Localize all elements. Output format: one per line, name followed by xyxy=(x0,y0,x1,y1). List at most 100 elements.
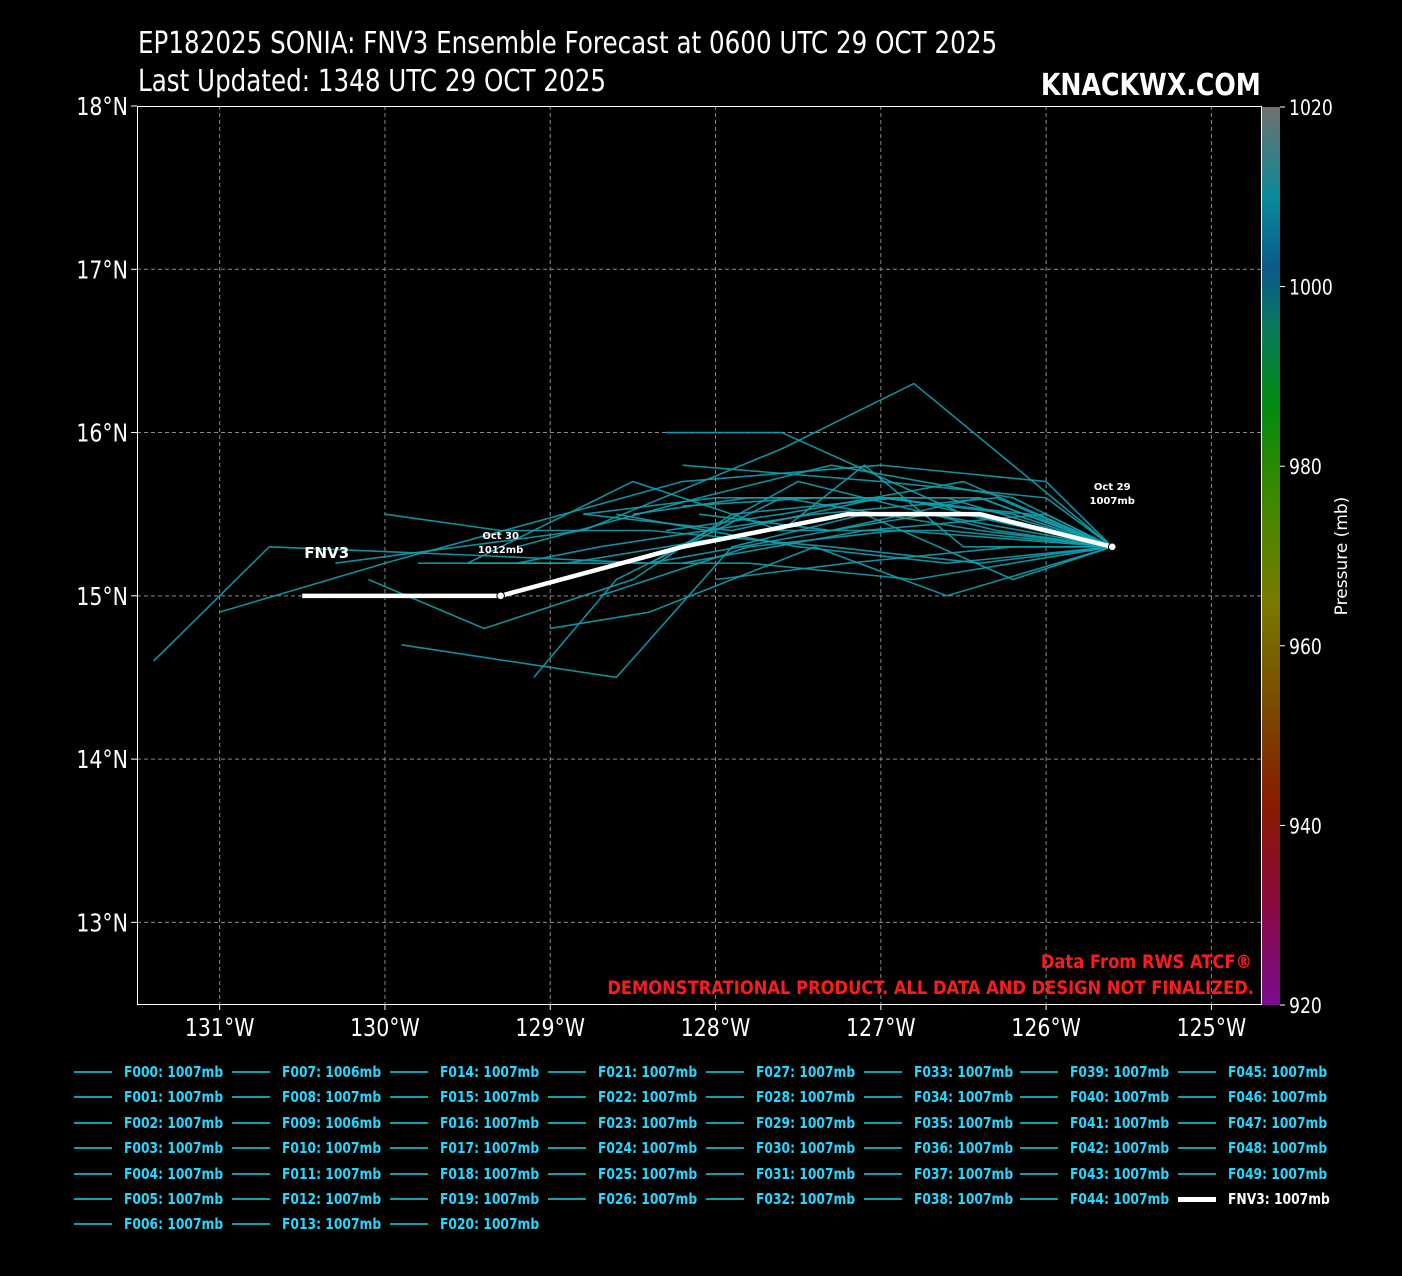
legend-item: F039: 1007mb xyxy=(1020,1060,1191,1084)
legend-item: F010: 1007mb xyxy=(232,1136,403,1160)
legend-item: F034: 1007mb xyxy=(864,1085,1035,1109)
marker-pressure-label: 1012mb xyxy=(478,545,523,556)
legend-swatch xyxy=(74,1147,112,1150)
legend-label: F030: 1007mb xyxy=(756,1139,856,1158)
legend-swatch xyxy=(706,1198,744,1200)
legend-item: F047: 1007mb xyxy=(1178,1111,1349,1135)
legend-swatch xyxy=(706,1121,744,1124)
legend-swatch xyxy=(1178,1196,1216,1202)
legend-label: F035: 1007mb xyxy=(914,1113,1014,1132)
legend-item: F018: 1007mb xyxy=(390,1162,561,1186)
ensemble-track-line xyxy=(335,382,1113,564)
legend-item: F008: 1007mb xyxy=(232,1085,403,1109)
legend-swatch xyxy=(232,1121,270,1124)
legend-swatch xyxy=(548,1147,586,1150)
legend-swatch xyxy=(74,1223,112,1226)
legend-label: F015: 1007mb xyxy=(440,1088,540,1107)
legend-item: F038: 1007mb xyxy=(864,1187,1035,1211)
legend-swatch xyxy=(390,1121,428,1124)
legend-item: F023: 1007mb xyxy=(548,1111,719,1135)
legend-label: F019: 1007mb xyxy=(440,1190,540,1208)
ensemble-track-line xyxy=(384,513,1113,564)
x-tick-label: 131°W xyxy=(185,1014,255,1042)
legend-label: F001: 1007mb xyxy=(124,1088,224,1107)
legend-swatch xyxy=(864,1172,902,1175)
legend-item: F022: 1007mb xyxy=(548,1085,719,1109)
legend-item: F035: 1007mb xyxy=(864,1111,1035,1135)
legend-label: F036: 1007mb xyxy=(914,1139,1014,1158)
legend-swatch xyxy=(232,1198,270,1200)
legend-label: F032: 1007mb xyxy=(756,1190,856,1208)
legend-item: F029: 1007mb xyxy=(706,1111,877,1135)
axis-ticks: 131°W 130°W 129°W 128°W 127°W 126°W 125°W 13°N 1… xyxy=(76,93,1246,1042)
legend-label: F012: 1007mb xyxy=(282,1190,382,1208)
plot-frame xyxy=(137,106,1262,1005)
legend-item: F007: 1006mb xyxy=(232,1060,403,1084)
legend-swatch xyxy=(74,1071,112,1073)
legend-label: F029: 1007mb xyxy=(756,1113,856,1132)
legend-item: F044: 1007mb xyxy=(1020,1187,1191,1211)
legend-item: F036: 1007mb xyxy=(864,1136,1035,1160)
legend-label: F041: 1007mb xyxy=(1070,1113,1170,1132)
legend-label: FNV3: 1007mb xyxy=(1228,1190,1330,1208)
legend-item: F001: 1007mb xyxy=(74,1085,245,1109)
y-tick-label: 13°N xyxy=(76,909,128,937)
legend-label: F042: 1007mb xyxy=(1070,1139,1170,1158)
legend-label: F005: 1007mb xyxy=(124,1190,224,1208)
legend-swatch xyxy=(390,1172,428,1175)
y-tick-label: 17°N xyxy=(76,256,128,284)
legend-item: F016: 1007mb xyxy=(390,1111,561,1135)
legend-label: F037: 1007mb xyxy=(914,1164,1014,1183)
legend-swatch xyxy=(706,1147,744,1150)
legend-item: F012: 1007mb xyxy=(232,1187,403,1211)
ensemble-track-line xyxy=(550,545,1113,630)
y-tick-label: 15°N xyxy=(76,583,128,611)
legend-swatch xyxy=(232,1096,270,1099)
legend-swatch xyxy=(548,1172,586,1175)
legend-swatch xyxy=(548,1096,586,1099)
legend-label: F031: 1007mb xyxy=(756,1164,856,1183)
x-tick-label: 127°W xyxy=(846,1014,916,1042)
y-tick-label: 18°N xyxy=(76,93,128,121)
legend-item: F030: 1007mb xyxy=(706,1136,877,1160)
legend-label: F038: 1007mb xyxy=(914,1190,1014,1208)
x-tick-label: 129°W xyxy=(515,1014,585,1042)
legend-label: F046: 1007mb xyxy=(1228,1088,1328,1107)
ensemble-track-line xyxy=(632,497,1113,548)
legend-swatch xyxy=(1020,1147,1058,1150)
x-tick-label: 130°W xyxy=(350,1014,420,1042)
legend-swatch xyxy=(1020,1121,1058,1124)
legend-item: F011: 1007mb xyxy=(232,1162,403,1186)
legend-label: F026: 1007mb xyxy=(598,1190,698,1208)
legend-item: F025: 1007mb xyxy=(548,1162,719,1186)
legend-item: F040: 1007mb xyxy=(1020,1085,1191,1109)
credit-disclaimer: DEMONSTRATIONAL PRODUCT. ALL DATA AND DE… xyxy=(607,978,1254,999)
legend-swatch xyxy=(864,1071,902,1073)
marker-date-label: Oct 29 xyxy=(1094,482,1131,493)
legend-label: F008: 1007mb xyxy=(282,1088,382,1107)
colorbar-tick-label: 940 xyxy=(1289,814,1322,839)
legend-label: F027: 1007mb xyxy=(756,1063,856,1081)
legend-label: F002: 1007mb xyxy=(124,1113,224,1132)
legend-swatch xyxy=(390,1147,428,1150)
colorbar-tick-label: 1020 xyxy=(1289,95,1333,120)
legend-label: F033: 1007mb xyxy=(914,1063,1014,1081)
legend-label: F018: 1007mb xyxy=(440,1164,540,1183)
legend-swatch xyxy=(706,1096,744,1099)
legend-item: F046: 1007mb xyxy=(1178,1085,1349,1109)
legend-label: F025: 1007mb xyxy=(598,1164,698,1183)
legend-label: F006: 1007mb xyxy=(124,1215,224,1234)
ensemble-track-line xyxy=(517,497,1113,564)
legend-swatch xyxy=(864,1198,902,1200)
legend-item: F042: 1007mb xyxy=(1020,1136,1191,1160)
y-tick-label: 14°N xyxy=(76,746,128,774)
legend-item: F014: 1007mb xyxy=(390,1060,561,1084)
legend-item: FNV3: 1007mb xyxy=(1178,1187,1352,1211)
legend-item: F002: 1007mb xyxy=(74,1111,245,1135)
ensemble-track-line xyxy=(682,513,1113,564)
marker-date-label: Oct 30 xyxy=(482,531,519,542)
legend-swatch xyxy=(706,1071,744,1073)
legend-item: F026: 1007mb xyxy=(548,1187,719,1211)
legend-swatch xyxy=(548,1071,586,1073)
legend-label: F011: 1007mb xyxy=(282,1164,382,1183)
